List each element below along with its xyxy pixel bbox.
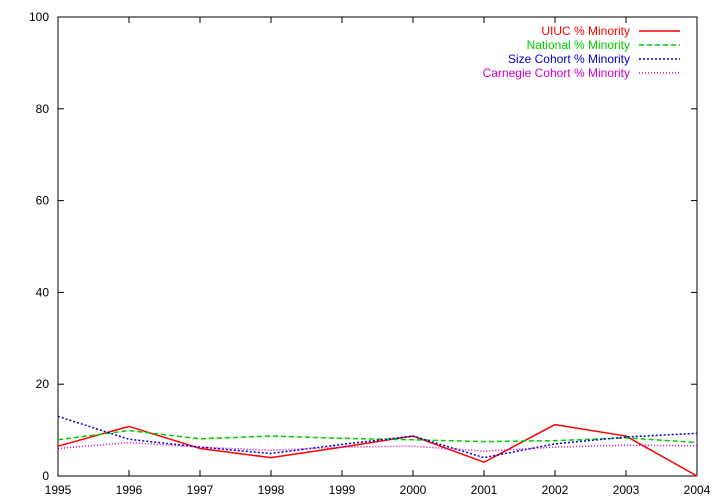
y-tick-label: 60 (36, 194, 50, 208)
x-tick-label: 2004 (684, 483, 711, 497)
x-tick-label: 2000 (400, 483, 427, 497)
series-line-size-cohort-minority (57, 415, 698, 459)
y-tick-label: 100 (29, 10, 49, 24)
series-line-uiuc-minority (57, 423, 698, 477)
x-tick-label: 2002 (542, 483, 569, 497)
legend-label: Size Cohort % Minority (508, 52, 630, 66)
series-line-carnegie-cohort-minority (57, 441, 698, 452)
x-tick-label: 1995 (45, 483, 72, 497)
x-tick-label: 1997 (187, 483, 214, 497)
y-tick-label: 20 (36, 377, 50, 391)
x-tick-label: 1996 (116, 483, 143, 497)
legend-label: UIUC % Minority (541, 24, 630, 38)
legend-label: National % Minority (527, 38, 630, 52)
y-tick-label: 40 (36, 285, 50, 299)
x-tick-label: 2001 (471, 483, 498, 497)
legend-label: Carnegie Cohort % Minority (483, 66, 630, 80)
series-layer (57, 415, 698, 477)
y-tick-label: 0 (42, 469, 49, 483)
x-tick-label: 2003 (613, 483, 640, 497)
plot-frame (57, 16, 698, 477)
series-line-national-minority (57, 429, 698, 444)
x-tick-label: 1999 (329, 483, 356, 497)
x-tick-label: 1998 (258, 483, 285, 497)
axis-ticks: 0 20 40 60 80 100 1995 1996 1997 1998 1999 2000 2001… (29, 10, 711, 497)
y-tick-label: 80 (36, 102, 50, 116)
